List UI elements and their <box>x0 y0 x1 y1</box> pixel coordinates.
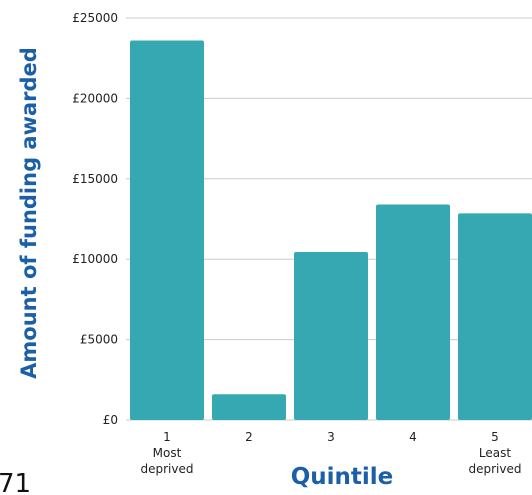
page-number: 71 <box>0 469 31 495</box>
x-tick-label: 3 <box>327 430 335 444</box>
x-tick-label-line: 5 <box>491 430 499 444</box>
y-tick-label: £5000 <box>80 333 118 347</box>
bar-quintile-1 <box>130 40 204 421</box>
y-tick-label: £15000 <box>72 172 118 186</box>
x-tick-label-line: Most <box>153 446 182 460</box>
x-tick-label: 5 Least deprived <box>469 430 522 476</box>
x-tick-label-line: 2 <box>245 430 253 444</box>
y-tick-label: £25000 <box>72 11 118 25</box>
x-tick-label-line: 1 <box>163 430 171 444</box>
x-tick-label-line: 3 <box>327 430 335 444</box>
bar-quintile-4 <box>376 204 450 420</box>
bar-quintile-3 <box>294 251 368 420</box>
bars <box>130 40 532 421</box>
x-tick-label: 1 Most deprived <box>141 430 194 476</box>
bar-quintile-2 <box>212 394 286 420</box>
bar-quintile-5 <box>458 213 532 420</box>
x-tick-label: 4 <box>409 430 417 444</box>
x-axis-ticks: 1 Most deprived 2 3 4 5 Least deprived <box>141 430 522 476</box>
x-tick-label-line: deprived <box>469 462 522 476</box>
y-axis-title: Amount of funding awarded <box>17 47 41 379</box>
y-tick-label: £20000 <box>72 91 118 105</box>
x-axis-title: Quintile <box>291 464 394 490</box>
y-axis-ticks: £0 £5000 £10000 £15000 £20000 £25000 <box>72 11 118 427</box>
x-tick-label: 2 <box>245 430 253 444</box>
y-tick-label: £10000 <box>72 252 118 266</box>
y-tick-label: £0 <box>103 413 118 427</box>
x-tick-label-line: deprived <box>141 462 194 476</box>
x-tick-label-line: Least <box>479 446 511 460</box>
x-tick-label-line: 4 <box>409 430 417 444</box>
